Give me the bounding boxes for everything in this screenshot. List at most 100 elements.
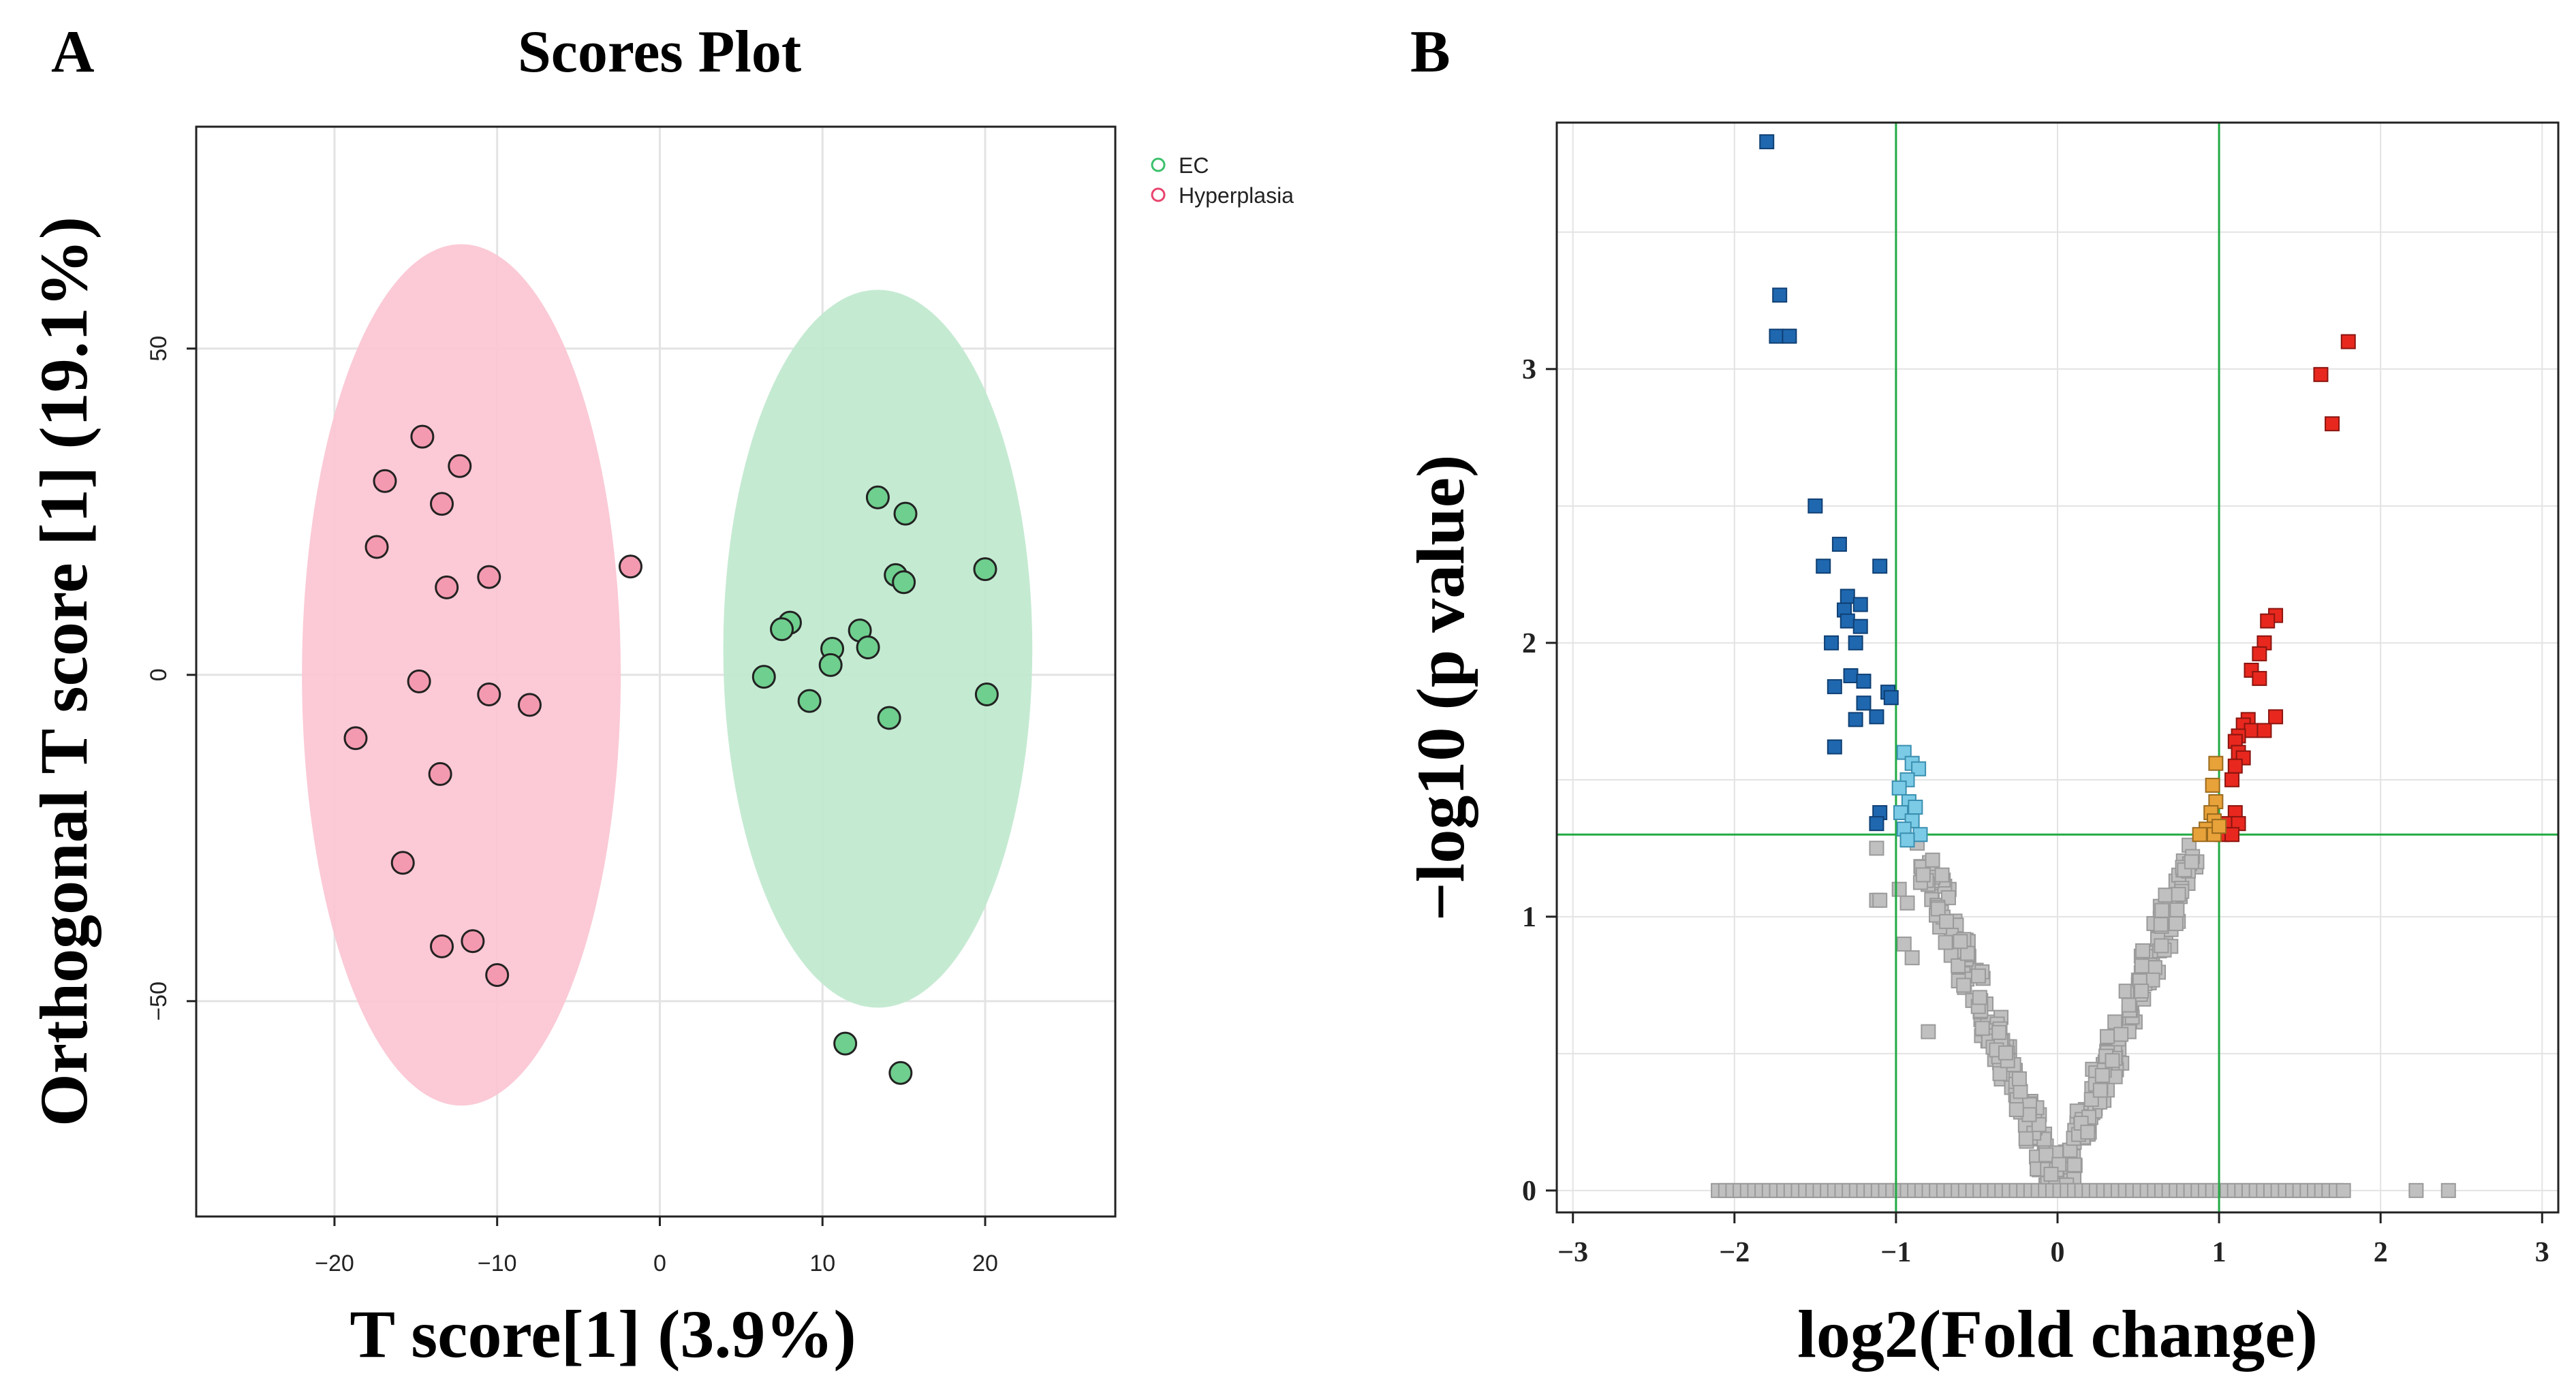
nonsignificant-point [2153,917,2169,932]
hyperplasia-point [407,669,431,693]
nonsignificant-point [2113,1026,2129,1042]
ec-point [856,635,880,660]
panel-b-nonsignificant-points [1711,835,2456,1198]
down-point [1827,739,1842,755]
nonsignificant-point [2066,1157,2082,1173]
panel-b-ticks: −3 −2 −1 0 1 2 3 0 1 2 3 [1522,354,2549,1268]
down-point [1852,597,1868,612]
panel-b-grid [1557,123,2558,1212]
down-point [1816,559,1831,574]
panel-b-letter: B [1410,19,1450,85]
up-point [2244,723,2259,738]
ec-point [893,501,918,526]
ec-point [865,485,890,509]
up_weak-point [2192,827,2207,843]
down-point [1848,712,1863,727]
panel-a-legend: EC Hyperplasia [1151,153,1294,208]
ec-point [770,617,794,642]
nonsignificant-point [1925,852,1940,868]
hyperplasia-point [517,693,542,717]
x-tick-label: 10 [809,1251,835,1276]
x-tick-label: −1 [1880,1237,1911,1268]
nonsignificant-point [2440,1182,2456,1198]
down-point [1824,635,1840,650]
nonsignificant-point [1904,950,1920,966]
y-tick-label: 2 [1522,628,1536,659]
down_weak-point [1912,827,1928,843]
nonsignificant-point [2336,1182,2351,1198]
nonsignificant-point [1899,895,1915,911]
nonsignificant-point [1869,841,1884,856]
down-point [1769,328,1784,344]
nonsignificant-point [2121,997,2137,1013]
down_weak-point [1899,832,1915,848]
nonsignificant-point [2105,1053,2120,1069]
down-point [1831,537,1847,552]
down-point [1869,816,1884,832]
nonsignificant-point [2184,854,2199,870]
ec-point [888,1061,913,1085]
y-tick-label: 3 [1522,354,1536,386]
hyperplasia-point [373,469,397,493]
panel-b-xlabel: log2(Fold change) [1797,1296,2318,1372]
nonsignificant-point [2408,1182,2424,1198]
y-tick-label: 1 [1522,902,1536,933]
nonsignificant-point [2154,902,2170,918]
down-point [1872,559,1888,574]
nonsignificant-point [1972,990,1987,1005]
nonsignificant-point [1953,934,1968,949]
nonsignificant-point [1891,881,1907,897]
x-tick-label: 3 [2535,1237,2549,1268]
down-point [1869,709,1884,725]
ec-point [751,665,776,689]
down-point [1807,498,1823,514]
panel-b-threshold-lines [1557,123,2558,1212]
panel-a-ticks: −20 −10 0 10 20 50 0 −50 [146,336,998,1276]
x-tick-label: 2 [2374,1237,2388,1268]
up-point [2268,709,2284,725]
hyperplasia-point [435,575,459,599]
x-tick-label: 0 [2051,1237,2065,1268]
hyperplasia-point [430,492,454,516]
up-point [2227,758,2243,774]
nonsignificant-point [1921,1024,1936,1039]
hyperplasia-point [477,565,501,589]
nonsignificant-point [2018,1131,2034,1146]
nonsignificant-point [1951,958,1966,973]
down_weak-point [1896,744,1912,760]
nonsignificant-point [2038,1147,2054,1163]
up-point [2256,723,2272,738]
down_weak-point [1908,800,1923,815]
nonsignificant-point [1991,1024,2007,1040]
up-point [2313,366,2329,382]
hyperplasia-point [364,535,389,559]
nonsignificant-point [2168,915,2184,931]
x-tick-label: 20 [972,1251,998,1276]
down-point [1852,618,1868,634]
up_weak-point [2205,777,2220,793]
x-tick-label: −3 [1557,1237,1588,1268]
panel-a-ellipses [302,244,1033,1106]
down-point [1759,134,1775,150]
up-point [2252,646,2267,661]
legend-ec-label: EC [1179,153,1209,178]
nonsignificant-point [2008,1102,2024,1118]
panel-a-xlabel: T score[1] (3.9%) [350,1296,856,1372]
nonsignificant-point [1896,937,1912,952]
nonsignificant-point [2158,888,2173,903]
hyperplasia-point [390,851,415,875]
nonsignificant-point [1872,892,1888,908]
nonsignificant-point [1974,1020,1990,1036]
down-point [1843,668,1859,684]
up-point [2325,416,2340,432]
down-point [1772,287,1788,303]
down_weak-point [1891,780,1907,796]
nonsignificant-point [2080,1125,2096,1140]
nonsignificant-point [1970,968,1986,984]
ec-point [797,689,822,713]
hyperplasia-point [343,726,368,751]
down-point [1840,613,1855,629]
nonsignificant-point [2134,958,2150,974]
down-point [1856,695,1872,711]
up-point [2260,613,2276,629]
